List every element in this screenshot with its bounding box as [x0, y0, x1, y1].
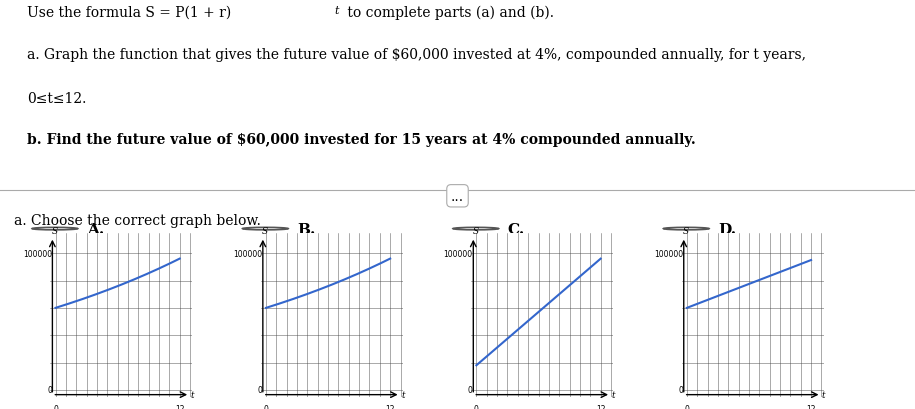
Text: C.: C. [508, 222, 525, 236]
Text: A.: A. [87, 222, 104, 236]
Text: t: t [822, 390, 825, 399]
Text: 0: 0 [684, 404, 689, 409]
Text: 100000: 100000 [654, 249, 684, 258]
Text: a. Choose the correct graph below.: a. Choose the correct graph below. [14, 214, 261, 228]
Text: 0: 0 [47, 385, 52, 394]
Text: 0: 0 [257, 385, 263, 394]
Text: ...: ... [451, 189, 464, 203]
Text: t: t [190, 390, 194, 399]
Text: 100000: 100000 [233, 249, 263, 258]
Text: 12: 12 [596, 404, 606, 409]
Text: 12: 12 [385, 404, 395, 409]
Text: S: S [51, 226, 58, 235]
Text: D.: D. [718, 222, 737, 236]
Text: 0: 0 [678, 385, 684, 394]
Text: 12: 12 [175, 404, 185, 409]
Text: to complete parts (a) and (b).: to complete parts (a) and (b). [343, 6, 554, 20]
Text: S: S [683, 226, 689, 235]
Text: 0: 0 [53, 404, 58, 409]
Text: B.: B. [297, 222, 316, 236]
Text: S: S [262, 226, 268, 235]
Text: t: t [611, 390, 615, 399]
Text: t: t [401, 390, 404, 399]
Text: a. Graph the function that gives the future value of $60,000 invested at 4%, com: a. Graph the function that gives the fut… [27, 48, 806, 62]
Text: 0: 0 [474, 404, 479, 409]
Text: 100000: 100000 [23, 249, 52, 258]
Text: 0≤t≤12.: 0≤t≤12. [27, 92, 87, 106]
Text: S: S [472, 226, 479, 235]
Text: Use the formula S = P(1 + r): Use the formula S = P(1 + r) [27, 6, 231, 20]
Text: t: t [334, 6, 339, 16]
Text: 0: 0 [264, 404, 268, 409]
Text: 12: 12 [806, 404, 816, 409]
Text: 100000: 100000 [444, 249, 473, 258]
Text: 0: 0 [468, 385, 473, 394]
Text: b. Find the future value of $60,000 invested for 15 years at 4% compounded annua: b. Find the future value of $60,000 inve… [27, 133, 696, 146]
